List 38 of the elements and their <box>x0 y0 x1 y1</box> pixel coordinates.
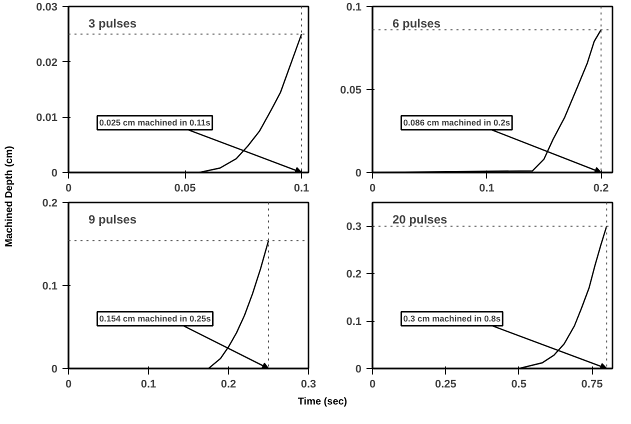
x-tick-label: 0.25 <box>434 378 456 390</box>
x-tick-label: 0 <box>65 378 72 390</box>
text: 9 pulses <box>88 212 137 226</box>
annotation: 0.3 cm machined in 0.8s <box>403 314 501 324</box>
text: 6 pulses <box>392 16 441 30</box>
text: 20 pulses <box>392 212 448 226</box>
y-tick-label: 0 <box>355 168 362 180</box>
x-tick-label: 0.1 <box>294 182 310 194</box>
y-tick-label: 0.02 <box>36 56 58 69</box>
x-tick-label: 0.2 <box>593 182 609 194</box>
y-axis-title: Machined Depth (cm) <box>4 146 15 248</box>
y-tick-label: 0.2 <box>346 268 362 281</box>
y-tick-label: 0.05 <box>340 84 362 96</box>
y-tick-label: 0.1 <box>346 316 362 328</box>
x-tick-label: 0 <box>369 378 376 390</box>
x-tick-label: 0.5 <box>511 378 526 390</box>
x-tick-label: 0.05 <box>174 182 196 194</box>
y-tick-label: 0.03 <box>36 2 58 14</box>
x-tick-label: 0.2 <box>220 378 236 390</box>
annotation: 0.154 cm machined in 0.25s <box>99 314 212 324</box>
x-tick-label: 0 <box>65 182 72 194</box>
x-tick-label: 0.75 <box>581 378 603 390</box>
x-tick-label: 0.1 <box>140 378 156 390</box>
y-tick-label: 0.1 <box>42 280 58 292</box>
y-tick-label: 0.01 <box>36 112 58 124</box>
y-tick-label: 0 <box>51 364 58 376</box>
annotation: 0.086 cm machined in 0.2s <box>403 118 510 128</box>
y-tick-label: 0.1 <box>346 2 362 14</box>
x-tick-label: 0.1 <box>479 182 494 194</box>
text: 3 pulses <box>88 16 137 30</box>
x-axis-title: Time (sec) <box>298 396 348 408</box>
x-tick-label: 0 <box>369 182 376 194</box>
y-tick-label: 0 <box>355 364 362 376</box>
y-tick-label: 0.2 <box>42 198 58 210</box>
x-tick-label: 0.3 <box>300 378 316 390</box>
y-tick-label: 0 <box>51 168 58 180</box>
y-tick-label: 0.3 <box>346 221 362 234</box>
annotation: 0.025 cm machined in 0.11s <box>99 118 211 128</box>
